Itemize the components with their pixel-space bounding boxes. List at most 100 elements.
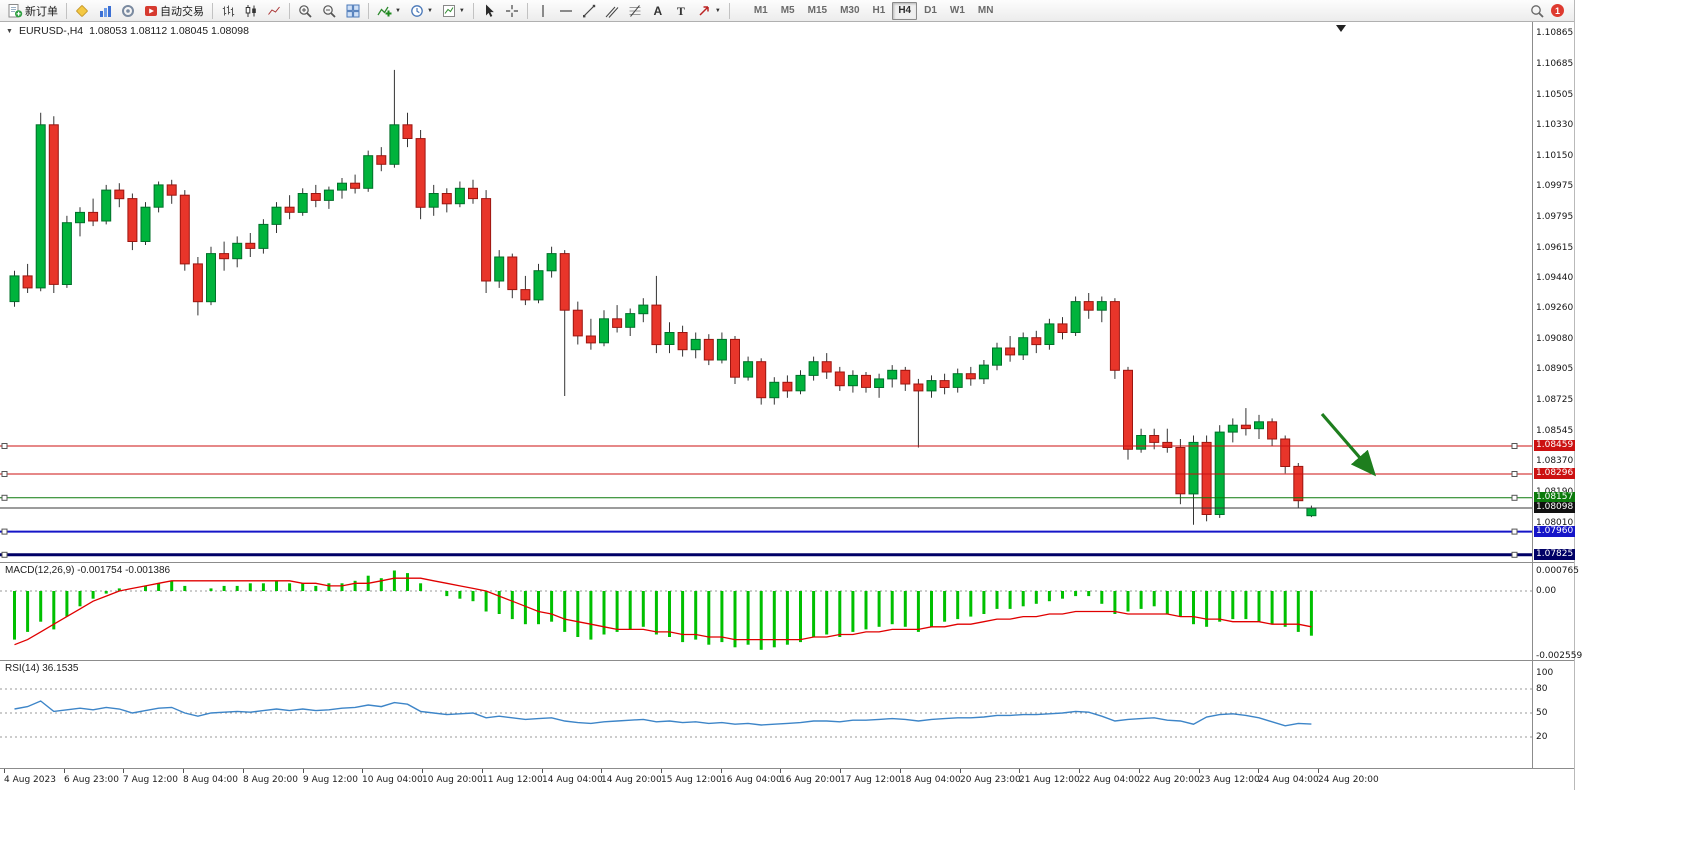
time-axis-tick xyxy=(661,769,662,773)
price-tag-1.07825: 1.07825 xyxy=(1534,549,1576,560)
tile-windows-icon xyxy=(346,4,360,17)
new-order-label: 新订单 xyxy=(25,5,58,18)
toolbar: 新订单 自动交易 xyxy=(0,0,1574,22)
price-axis-label: 1.08010 xyxy=(1536,518,1574,528)
zoom-in-button[interactable] xyxy=(294,1,317,21)
text-label-icon: T xyxy=(676,3,685,18)
trend-arrow-annotation[interactable] xyxy=(1320,412,1377,477)
rsi-label: RSI(14) 36.1535 xyxy=(5,663,79,674)
vertical-line-tool-button[interactable] xyxy=(532,1,554,21)
line-chart-type-button[interactable] xyxy=(263,1,285,21)
timeframe-button-m15[interactable]: M15 xyxy=(807,5,828,16)
price-axis[interactable]: 1.10865 1.10685 1.10505 1.10330 1.10150 1.099… xyxy=(1532,22,1582,768)
cursor-tool-button[interactable] xyxy=(478,1,500,21)
line-handle[interactable] xyxy=(1,528,8,535)
time-axis-tick xyxy=(960,769,961,773)
time-axis-label: 20 Aug 23:00 xyxy=(960,775,1021,785)
tile-windows-button[interactable] xyxy=(342,1,364,21)
timeframe-button-m30[interactable]: M30 xyxy=(840,5,860,16)
line-handle[interactable] xyxy=(1,551,8,558)
rsi-panel[interactable]: RSI(14) 36.1535 xyxy=(0,661,1532,768)
text-label-tool-button[interactable]: T xyxy=(670,1,692,21)
text-tool-button[interactable]: A xyxy=(647,1,669,21)
price-axis-label: 1.09260 xyxy=(1536,303,1574,313)
line-handle[interactable] xyxy=(1,443,8,449)
horizontal-line-tool-button[interactable] xyxy=(555,1,577,21)
line-handle[interactable] xyxy=(1511,528,1518,535)
line-handle[interactable] xyxy=(1,471,8,477)
timeframe-button-m5[interactable]: M5 xyxy=(780,5,795,16)
time-axis-tick xyxy=(183,769,184,773)
bar-chart-icon xyxy=(100,5,111,17)
time-axis-label: 14 Aug 20:00 xyxy=(601,775,662,785)
notification-badge[interactable]: 1 xyxy=(1551,4,1564,17)
autotrading-button[interactable]: 自动交易 xyxy=(140,1,208,21)
search-button[interactable] xyxy=(1526,1,1548,21)
crosshair-tool-button[interactable] xyxy=(501,1,523,21)
indicators-button[interactable]: ▼ xyxy=(373,1,405,21)
price-tag-1.08157: 1.08157 xyxy=(1534,492,1576,503)
line-handle[interactable] xyxy=(1511,443,1518,449)
price-chart-panel[interactable]: ▼ EURUSD-,H4 1.08053 1.08112 1.08045 1.0… xyxy=(0,22,1532,562)
fibonacci-icon xyxy=(629,4,641,17)
timeframe-button-mn[interactable]: MN xyxy=(977,5,994,16)
macd-axis-label: -0.002559 xyxy=(1536,651,1583,661)
line-handle[interactable] xyxy=(1,494,8,501)
price-tag-1.08098: 1.08098 xyxy=(1534,502,1576,513)
panel-divider[interactable] xyxy=(0,562,1574,563)
time-axis-tick xyxy=(303,769,304,773)
globe-icon xyxy=(122,4,134,17)
timeframe-button-h4[interactable]: H4 xyxy=(892,1,918,20)
metaeditor-button[interactable] xyxy=(71,1,93,21)
bars-chart-type-button[interactable] xyxy=(217,1,239,21)
time-axis-tick xyxy=(721,769,722,773)
timeframe-button-h1[interactable]: H1 xyxy=(872,5,886,16)
new-order-button[interactable]: 新订单 xyxy=(4,1,62,21)
time-axis-tick xyxy=(1258,769,1259,773)
charts-window-button[interactable] xyxy=(94,1,116,21)
collapse-arrow-icon[interactable]: ▼ xyxy=(6,27,13,35)
time-axis-tick xyxy=(1318,769,1319,773)
macd-chart[interactable] xyxy=(0,563,1532,660)
periods-button[interactable]: ▼ xyxy=(406,1,437,21)
price-axis-label: 1.10505 xyxy=(1536,90,1574,100)
fibonacci-tool-button[interactable] xyxy=(624,1,646,21)
time-axis-label: 9 Aug 12:00 xyxy=(303,775,358,785)
time-axis-tick xyxy=(243,769,244,773)
community-button[interactable] xyxy=(117,1,139,21)
rsi-chart[interactable] xyxy=(0,661,1532,768)
search-icon xyxy=(1531,4,1544,18)
timeframe-button-m1[interactable]: M1 xyxy=(753,5,768,16)
macd-panel[interactable]: MACD(12,26,9) -0.001754 -0.001386 xyxy=(0,563,1532,660)
line-handle[interactable] xyxy=(1511,471,1518,477)
candlestick-icon xyxy=(245,4,256,17)
mt4-window: 新订单 自动交易 xyxy=(0,0,1582,790)
zoom-in-icon xyxy=(299,4,312,18)
candlestick-chart-type-button[interactable] xyxy=(240,1,262,21)
price-tag-1.08296: 1.08296 xyxy=(1534,468,1576,479)
line-handle[interactable] xyxy=(1511,551,1518,558)
timeframe-button-w1[interactable]: W1 xyxy=(949,5,965,16)
time-axis-label: 15 Aug 12:00 xyxy=(661,775,722,785)
timeframe-button-d1[interactable]: D1 xyxy=(924,5,937,16)
ohlc-bars-icon xyxy=(222,5,235,16)
time-axis-tick xyxy=(601,769,602,773)
time-axis-tick xyxy=(4,769,5,773)
panel-divider[interactable] xyxy=(0,660,1574,661)
time-axis-label: 6 Aug 23:00 xyxy=(64,775,119,785)
line-handle[interactable] xyxy=(1511,494,1518,501)
time-axis-label: 10 Aug 04:00 xyxy=(362,775,423,785)
zoom-out-button[interactable] xyxy=(318,1,341,21)
time-axis[interactable]: 4 Aug 2023 6 Aug 23:00 7 Aug 12:00 8 Aug 04… xyxy=(0,768,1574,790)
trendline-tool-button[interactable] xyxy=(578,1,600,21)
time-axis-tick xyxy=(1199,769,1200,773)
arrows-tool-button[interactable]: ▼ xyxy=(693,1,725,21)
trendline-icon xyxy=(582,4,596,17)
candlestick-chart[interactable] xyxy=(0,22,1532,562)
time-axis-label: 22 Aug 20:00 xyxy=(1139,775,1200,785)
line-chart-icon xyxy=(268,6,280,15)
templates-button[interactable]: ▼ xyxy=(438,1,469,21)
time-axis-label: 18 Aug 04:00 xyxy=(900,775,961,785)
channel-tool-button[interactable] xyxy=(601,1,623,21)
